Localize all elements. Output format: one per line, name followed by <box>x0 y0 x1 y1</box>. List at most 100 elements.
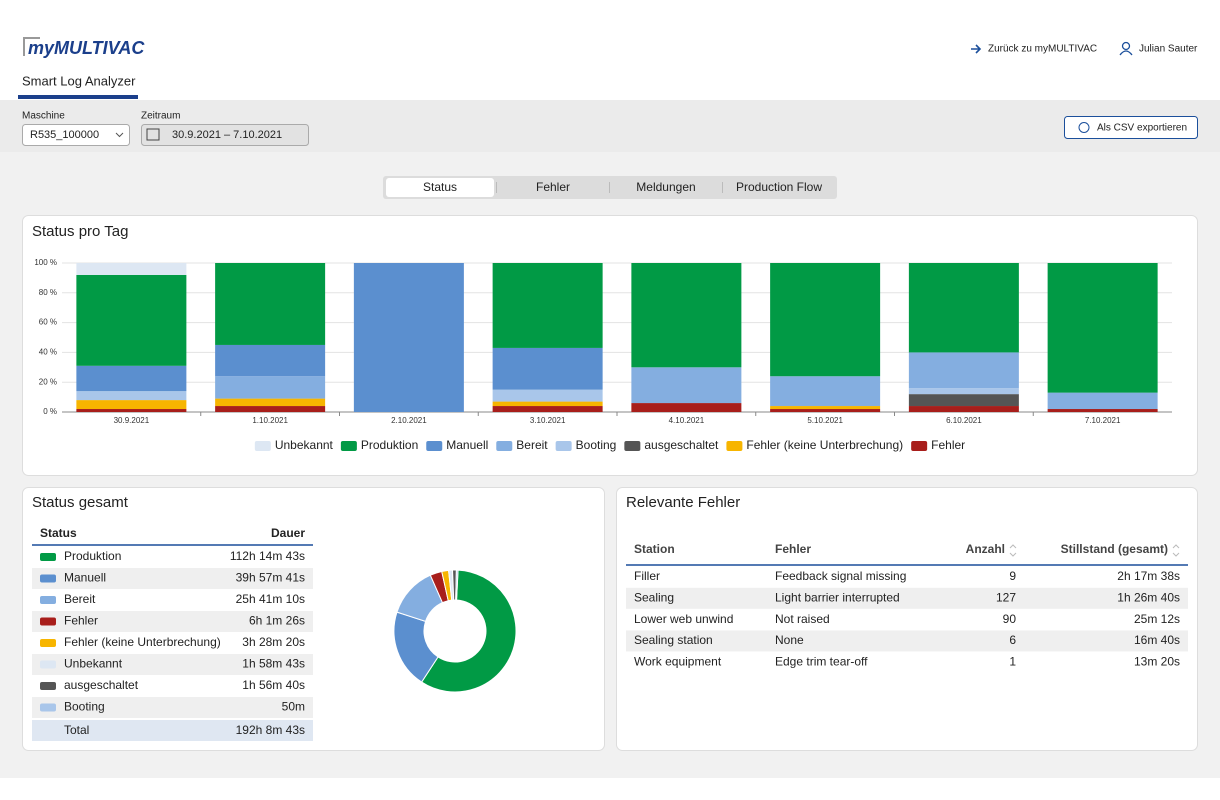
cell: Edge trim tear-off <box>775 654 868 668</box>
status-swatch <box>40 617 56 626</box>
cell: 13m 20s <box>1134 654 1180 668</box>
back-link[interactable]: Zurück zu myMULTIVAC <box>988 44 1097 55</box>
status-swatch <box>40 660 56 669</box>
bar-segment <box>215 344 326 377</box>
cell: 1h 26m 40s <box>1117 590 1180 604</box>
user-icon <box>1121 41 1131 51</box>
bar-segment <box>492 389 603 402</box>
cell: 50m <box>282 700 305 714</box>
cell: 3h 28m 20s <box>242 635 305 649</box>
card-title: Relevante Fehler <box>626 494 740 511</box>
column-header: Status <box>40 526 77 540</box>
legend-swatch <box>254 441 271 451</box>
bar-segment <box>215 406 326 412</box>
app-title[interactable]: Smart Log Analyzer <box>22 73 136 88</box>
x-tick-label: 4.10.2021 <box>669 416 705 425</box>
legend-swatch <box>340 441 357 451</box>
y-tick-label: 60 % <box>39 318 57 327</box>
column-header: Station <box>634 542 675 556</box>
column-header[interactable]: Anzahl <box>966 542 1005 556</box>
legend-label[interactable]: ausgeschaltet <box>644 438 719 452</box>
total-label: Total <box>64 723 89 737</box>
bar-segment <box>631 403 742 412</box>
label: Maschine <box>22 111 65 122</box>
legend-swatch <box>555 441 572 451</box>
legend-label[interactable]: Bereit <box>516 438 548 452</box>
active-indicator <box>18 95 138 99</box>
total-row-bg <box>32 720 313 741</box>
user-name[interactable]: Julian Sauter <box>1139 44 1198 55</box>
cell: 6h 1m 26s <box>249 614 305 628</box>
cell: 9 <box>1009 569 1016 583</box>
cell: Work equipment <box>634 654 722 668</box>
cell: None <box>775 633 804 647</box>
bar-segment <box>908 388 1019 395</box>
cell: Manuell <box>64 571 106 585</box>
label: Zeitraum <box>141 111 180 122</box>
user-icon <box>1119 50 1133 56</box>
legend-label[interactable]: Unbekannt <box>275 438 334 452</box>
cell: 2h 17m 38s <box>1117 569 1180 583</box>
tab[interactable]: Status <box>423 180 457 194</box>
column-header: Dauer <box>271 526 305 540</box>
x-tick-label: 5.10.2021 <box>807 416 843 425</box>
cell: 6 <box>1009 633 1016 647</box>
machine-value: R535_100000 <box>30 129 99 141</box>
bar-segment <box>492 263 603 348</box>
x-tick-label: 1.10.2021 <box>252 416 288 425</box>
legend-swatch <box>911 441 928 451</box>
bar-segment <box>908 263 1019 353</box>
donut-segment <box>420 569 517 693</box>
card <box>616 487 1198 751</box>
period-value: 30.9.2021 – 7.10.2021 <box>172 129 282 141</box>
bar-segment <box>1047 392 1158 410</box>
chevron <box>115 132 124 138</box>
legend-label[interactable]: Fehler <box>931 438 965 452</box>
cell: 112h 14m 43s <box>230 549 305 563</box>
machine-select[interactable] <box>22 124 130 146</box>
cell: ausgeschaltet <box>64 678 139 692</box>
logo-bracket <box>23 37 40 56</box>
cell: Fehler <box>64 614 98 628</box>
status-swatch <box>40 574 56 583</box>
y-tick-label: 40 % <box>39 348 57 357</box>
bar-segment <box>215 398 326 407</box>
status-swatch <box>40 553 56 561</box>
cell: Booting <box>64 700 105 714</box>
cell: 127 <box>996 590 1016 604</box>
column-header[interactable]: Stillstand (gesamt) <box>1061 542 1168 556</box>
cell: 1 <box>1009 654 1016 668</box>
bar-segment <box>353 263 464 412</box>
cell: 39h 57m 41s <box>236 571 305 585</box>
active-tab <box>386 178 494 197</box>
export-button[interactable] <box>1064 116 1198 139</box>
bar-segment <box>76 400 187 410</box>
bar-segment <box>908 406 1019 412</box>
bar-segment <box>770 409 881 412</box>
period-input[interactable] <box>141 124 309 146</box>
cell: 1h 56m 40s <box>242 678 305 692</box>
column-header: Fehler <box>775 542 811 556</box>
row-bg <box>626 587 1188 609</box>
bar-segment <box>76 409 187 412</box>
legend-label[interactable]: Booting <box>576 438 617 452</box>
bar-segment <box>215 376 326 399</box>
bar-segment <box>770 406 881 410</box>
legend-swatch <box>496 441 513 451</box>
sort-icon <box>1172 544 1180 557</box>
legend-swatch <box>426 441 443 451</box>
tab[interactable]: Meldungen <box>636 180 695 194</box>
cell: 16m 40s <box>1134 633 1180 647</box>
legend-label[interactable]: Fehler (keine Unterbrechung) <box>746 438 903 452</box>
cell: 1h 58m 43s <box>242 657 305 671</box>
legend-swatch <box>726 441 743 451</box>
legend-label[interactable]: Produktion <box>361 438 418 452</box>
tab[interactable]: Fehler <box>536 180 570 194</box>
row-bg <box>626 630 1188 652</box>
bar-segment <box>1047 409 1158 412</box>
cell: 25h 41m 10s <box>236 592 305 606</box>
legend-label[interactable]: Manuell <box>446 438 488 452</box>
cell: Feedback signal missing <box>775 569 906 583</box>
tab[interactable]: Production Flow <box>736 180 822 194</box>
bar-segment <box>1047 263 1158 393</box>
